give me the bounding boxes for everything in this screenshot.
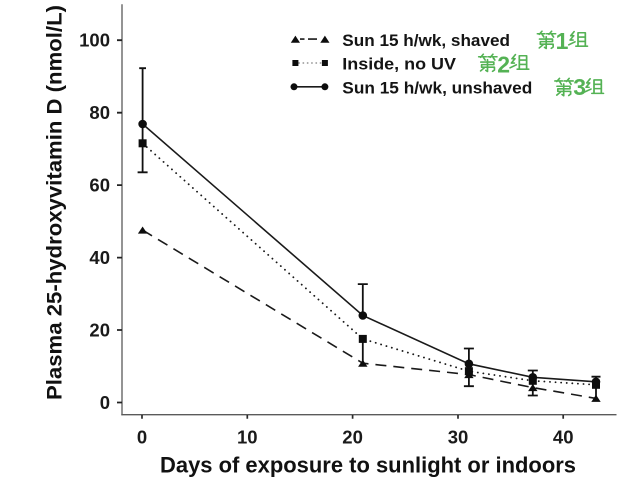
svg-text:3: 3 bbox=[573, 74, 586, 100]
svg-text:1: 1 bbox=[556, 28, 569, 54]
svg-text:Inside, no UV: Inside, no UV bbox=[342, 55, 456, 74]
svg-text:40: 40 bbox=[553, 427, 574, 448]
svg-text:10: 10 bbox=[237, 427, 258, 448]
svg-text:100: 100 bbox=[79, 30, 110, 51]
svg-text:30: 30 bbox=[448, 427, 469, 448]
svg-text:20: 20 bbox=[342, 427, 363, 448]
svg-text:20: 20 bbox=[89, 320, 110, 341]
svg-text:40: 40 bbox=[89, 247, 110, 268]
svg-text:0: 0 bbox=[137, 427, 147, 448]
svg-text:80: 80 bbox=[89, 102, 110, 123]
svg-text:60: 60 bbox=[89, 175, 110, 196]
svg-text:Sun 15 h/wk, unshaved: Sun 15 h/wk, unshaved bbox=[342, 78, 532, 97]
svg-text:Sun 15 h/wk, shaved: Sun 15 h/wk, shaved bbox=[342, 31, 510, 50]
svg-text:2: 2 bbox=[497, 52, 510, 78]
svg-text:0: 0 bbox=[100, 392, 110, 413]
svg-text:Days of exposure to sunlight o: Days of exposure to sunlight or indoors bbox=[160, 452, 576, 477]
svg-text:Plasma 25-hydroxyvitamin D (nm: Plasma 25-hydroxyvitamin D (nmol/L) bbox=[44, 5, 67, 400]
